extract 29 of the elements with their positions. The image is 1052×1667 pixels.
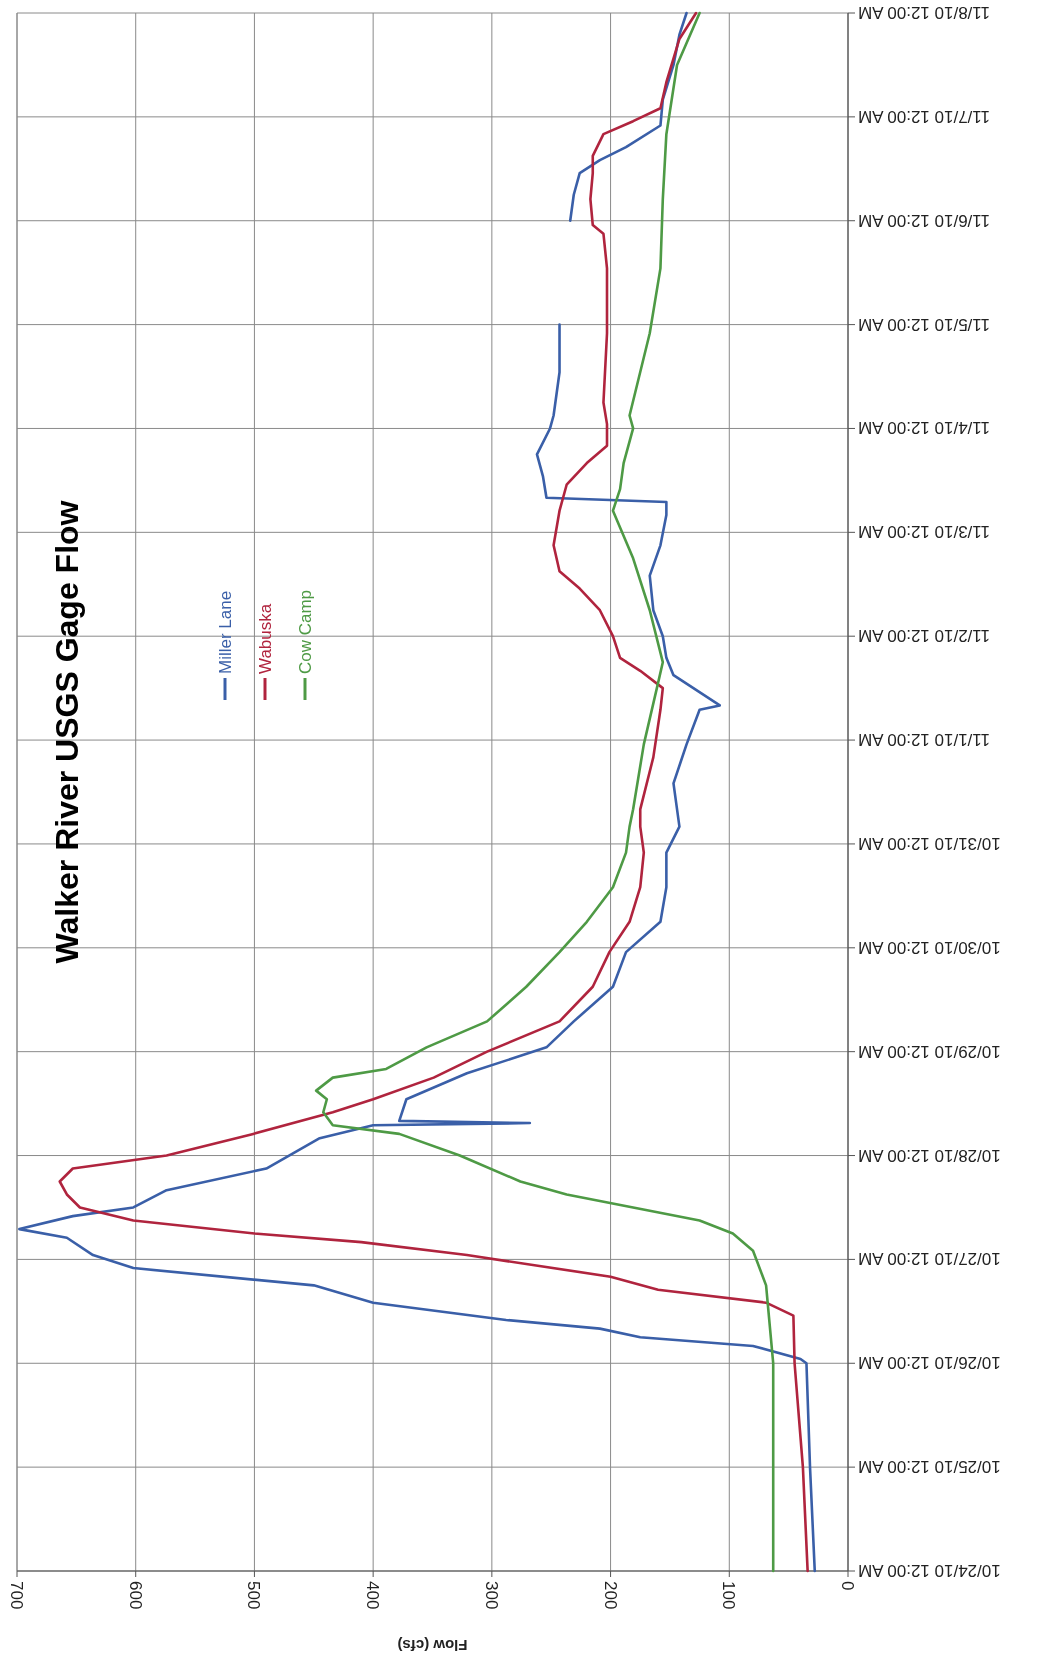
y-tick-label: 11/8/10 12:00 AM — [858, 3, 991, 22]
x-tick-label: 200 — [600, 1581, 620, 1610]
y-tick-label: 11/4/10 12:00 AM — [858, 418, 991, 438]
y-tick-label: 10/29/10 12:00 AM — [858, 1041, 1001, 1061]
text: Wabuska — [256, 603, 275, 674]
x-tick-label: 600 — [125, 1581, 145, 1610]
y-tick-label: 11/1/10 12:00 AM — [858, 730, 991, 750]
y-tick-label: 11/2/10 12:00 AM — [858, 626, 991, 646]
y-tick-label: 11/5/10 12:00 AM — [858, 314, 991, 334]
text: Miller Lane — [216, 590, 235, 674]
x-tick-label: 400 — [363, 1581, 383, 1610]
y-tick-label: 11/6/10 12:00 AM — [858, 210, 991, 230]
text: Cow Camp — [296, 589, 315, 674]
x-tick-label: 500 — [244, 1581, 264, 1610]
x-tick-label: 700 — [7, 1581, 26, 1610]
text: Walker River USGS Gage Flow — [49, 500, 85, 964]
y-tick-label: 11/3/10 12:00 AM — [858, 522, 991, 542]
y-tick-label: 10/30/10 12:00 AM — [858, 937, 1001, 957]
y-tick-label: 11/7/10 12:00 AM — [858, 106, 991, 126]
y-tick-label: 10/26/10 12:00 AM — [858, 1353, 1001, 1373]
x-tick-label: 0 — [838, 1581, 857, 1591]
y-tick-label: 10/24/10 12:00 AM — [858, 1561, 1001, 1580]
y-tick-label: 10/25/10 12:00 AM — [858, 1457, 1001, 1477]
x-tick-label: 100 — [719, 1581, 739, 1610]
x-axis-title: Flow (cfs) — [397, 1637, 468, 1654]
y-tick-label: 10/28/10 12:00 AM — [858, 1145, 1001, 1165]
y-tick-label: 10/27/10 12:00 AM — [858, 1249, 1001, 1269]
y-tick-label: 10/31/10 12:00 AM — [858, 833, 1001, 853]
x-tick-label: 300 — [481, 1581, 501, 1610]
